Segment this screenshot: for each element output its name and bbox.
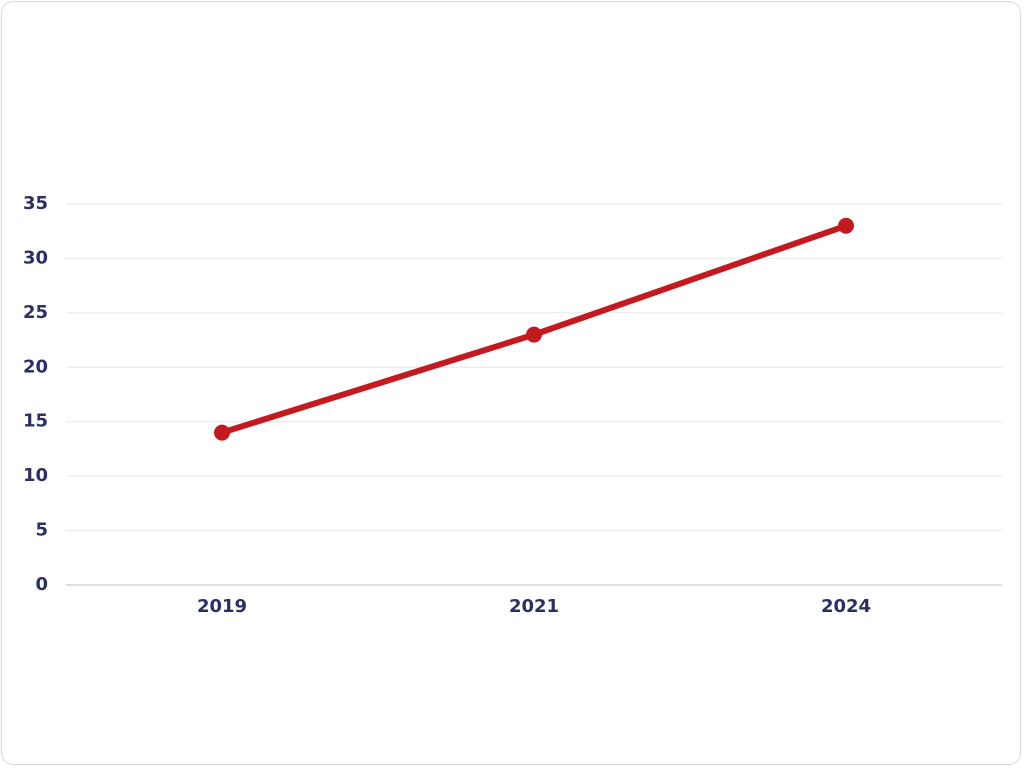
y-tick-label: 20 bbox=[23, 356, 48, 377]
y-tick-label: 10 bbox=[23, 465, 48, 486]
data-point bbox=[214, 424, 230, 441]
y-tick-label: 30 bbox=[23, 247, 48, 268]
y-tick-label: 35 bbox=[23, 193, 48, 214]
x-tick-label: 2021 bbox=[509, 596, 559, 617]
y-tick-label: 5 bbox=[35, 520, 48, 541]
y-tick-label: 15 bbox=[23, 411, 48, 432]
y-tick-label: 0 bbox=[35, 574, 48, 595]
data-point bbox=[838, 217, 854, 234]
x-tick-label: 2024 bbox=[821, 596, 871, 617]
y-tick-label: 25 bbox=[23, 302, 48, 323]
x-tick-label: 2019 bbox=[197, 596, 247, 617]
data-point bbox=[526, 326, 542, 343]
